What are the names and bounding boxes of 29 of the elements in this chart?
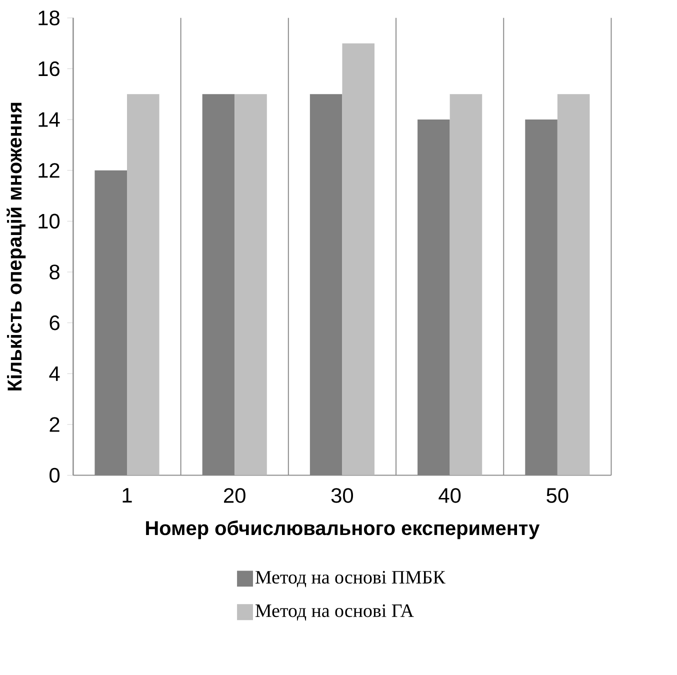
bar [342,44,374,476]
y-tick-label: 0 [50,468,60,483]
x-tick-label: 1 [122,488,132,503]
y-tick-label: 8 [50,264,60,280]
y-tick-label: 18 [38,10,60,26]
y-tick-label: 16 [38,62,60,76]
legend-label: Метод на основі ПМБК [256,571,446,588]
x-tick-label: 50 [546,488,568,504]
y-tick-label: 6 [50,316,60,330]
x-tick-label: 20 [224,488,246,504]
bar [418,120,450,476]
bar [126,94,160,476]
y-tick-label: 14 [38,112,60,127]
bar [202,94,235,476]
y-tick-label: 2 [50,417,60,432]
x-axis-title: Номер обчислювального експерименту [146,520,540,540]
y-axis-title: Кількість операцій множення [6,103,26,391]
bar [94,170,127,476]
x-tick-label: 30 [331,488,354,504]
bar [450,94,482,476]
y-tick-label: 10 [38,214,60,229]
y-tick-label: 4 [49,366,60,382]
bar [557,94,590,476]
bar [525,120,558,476]
legend-label: Метод на основі ГА [256,604,414,621]
bar [310,94,342,476]
x-tick-label: 40 [438,488,461,504]
y-tick-label: 12 [38,163,60,178]
bar [234,94,267,476]
